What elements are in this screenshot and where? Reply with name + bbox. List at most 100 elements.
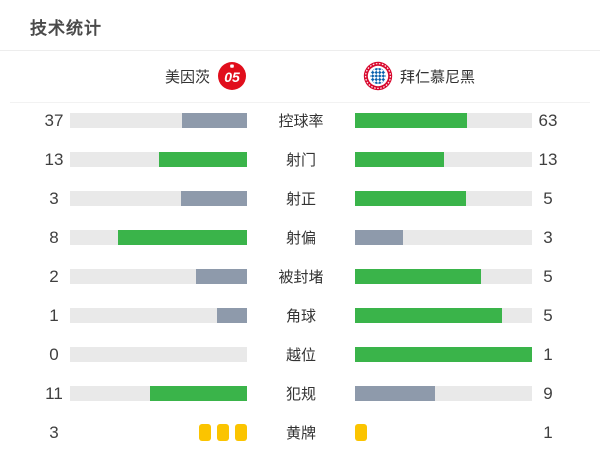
- home-bar: [70, 190, 247, 207]
- home-bar: [70, 307, 247, 324]
- svg-text:05: 05: [224, 69, 240, 85]
- home-team-name: 美因茨: [164, 68, 210, 86]
- bayern-crest-icon: [363, 61, 393, 91]
- away-bar: [355, 307, 532, 324]
- bar-track: [355, 269, 532, 284]
- away-bar: [355, 112, 532, 129]
- mainz-crest-icon: 05: [217, 61, 247, 91]
- stat-label: 被封堵: [278, 269, 324, 286]
- home-bar: [70, 229, 247, 246]
- bar-track: [70, 152, 247, 167]
- stats-list: 37 控球率 63 13 射门 13 3 射正 5 8 射偏 3 2 被封堵 5…: [0, 101, 600, 452]
- away-value: 63: [538, 110, 558, 130]
- bar-fill: [217, 308, 247, 323]
- bar-fill: [181, 113, 247, 128]
- away-bar: [355, 229, 532, 246]
- yellow-card-icon: [235, 424, 247, 441]
- home-value: 37: [44, 110, 64, 130]
- stat-row: 37 控球率 63: [0, 101, 600, 140]
- home-bar: [70, 346, 247, 363]
- bar-track: [70, 347, 247, 362]
- bar-fill: [355, 386, 435, 401]
- home-value: 11: [45, 383, 63, 403]
- stat-row: 3 射正 5: [0, 179, 600, 218]
- bar-track: [355, 386, 532, 401]
- stat-row: 11 犯规 9: [0, 374, 600, 413]
- yellow-card-icon: [355, 424, 367, 441]
- bar-track: [355, 191, 532, 206]
- away-team: 拜仁慕尼黑: [363, 61, 475, 91]
- away-value: 1: [543, 422, 553, 442]
- home-value: 1: [49, 305, 59, 325]
- bar-fill: [355, 269, 482, 284]
- bar-fill: [355, 230, 404, 245]
- away-bar: [355, 268, 532, 285]
- stat-label: 越位: [285, 347, 316, 364]
- bar-track: [355, 113, 532, 128]
- yellow-cards: [70, 424, 247, 441]
- bar-track: [70, 386, 247, 401]
- away-value: 9: [543, 383, 553, 403]
- bar-fill: [355, 308, 503, 323]
- divider: [10, 102, 590, 103]
- bar-track: [355, 152, 532, 167]
- home-team: 美因茨 05: [165, 61, 247, 91]
- bar-fill: [196, 269, 247, 284]
- home-value: 13: [44, 149, 64, 169]
- bar-fill: [355, 191, 466, 206]
- yellow-card-icon: [199, 424, 211, 441]
- bar-fill: [158, 152, 247, 167]
- bar-fill: [118, 230, 247, 245]
- stat-row: 2 被封堵 5: [0, 257, 600, 296]
- stat-row: 13 射门 13: [0, 140, 600, 179]
- away-bar: [355, 424, 532, 441]
- away-value: 5: [543, 266, 553, 286]
- home-bar: [70, 112, 247, 129]
- home-value: 3: [49, 422, 59, 442]
- stat-label: 控球率: [278, 113, 324, 130]
- bar-track: [70, 191, 247, 206]
- stat-row: 0 越位 1: [0, 335, 600, 374]
- away-value: 1: [543, 344, 553, 364]
- bar-track: [70, 269, 247, 284]
- home-bar: [70, 268, 247, 285]
- stat-label: 射偏: [285, 230, 316, 247]
- bar-track: [355, 230, 532, 245]
- bar-fill: [180, 191, 247, 206]
- away-value: 13: [538, 149, 558, 169]
- bar-track: [70, 113, 247, 128]
- home-value: 0: [49, 344, 59, 364]
- home-value: 3: [49, 188, 59, 208]
- stat-label: 黄牌: [285, 425, 316, 442]
- bar-fill: [355, 113, 467, 128]
- stat-label: 射正: [285, 191, 316, 208]
- bar-track: [70, 308, 247, 323]
- stat-row: 1 角球 5: [0, 296, 600, 335]
- away-bar: [355, 190, 532, 207]
- home-bar: [70, 424, 247, 441]
- stat-label: 射门: [285, 152, 316, 169]
- away-value: 5: [543, 305, 553, 325]
- away-value: 3: [543, 227, 553, 247]
- stat-label: 犯规: [285, 386, 316, 403]
- bar-track: [70, 230, 247, 245]
- page-title: 技术统计: [30, 19, 102, 38]
- home-value: 8: [49, 227, 59, 247]
- yellow-cards: [355, 424, 532, 441]
- divider: [0, 50, 600, 51]
- away-team-name: 拜仁慕尼黑: [400, 68, 476, 86]
- stat-row: 8 射偏 3: [0, 218, 600, 257]
- away-bar: [355, 346, 532, 363]
- home-bar: [70, 385, 247, 402]
- away-bar: [355, 151, 532, 168]
- home-value: 2: [49, 266, 59, 286]
- bar-fill: [149, 386, 247, 401]
- home-bar: [70, 151, 247, 168]
- bar-fill: [355, 347, 532, 362]
- away-bar: [355, 385, 532, 402]
- bar-fill: [355, 152, 444, 167]
- stat-label: 角球: [285, 308, 316, 325]
- bar-track: [355, 347, 532, 362]
- yellow-card-icon: [217, 424, 229, 441]
